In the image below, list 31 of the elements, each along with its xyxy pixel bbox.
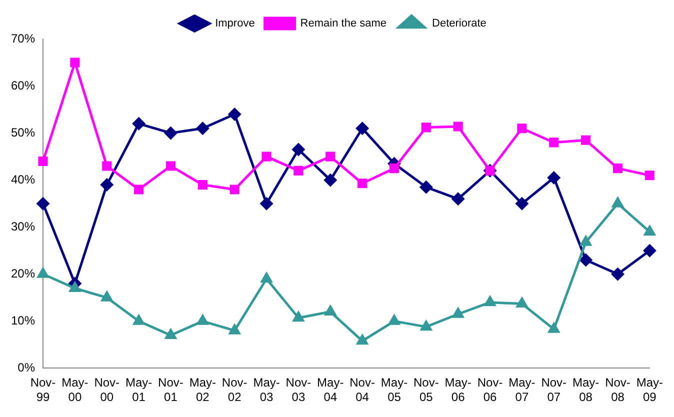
y-tick-label: 40% <box>10 172 36 186</box>
y-tick-label: 50% <box>10 125 36 140</box>
x-tick-label: May-04 <box>317 376 344 404</box>
y-tick-label: 20% <box>10 266 36 280</box>
y-tick-label: 0% <box>18 360 36 375</box>
x-tick-label: Nov-08 <box>605 376 630 404</box>
x-tick-label: Nov-05 <box>413 376 439 404</box>
x-tick-label: May-06 <box>444 376 472 404</box>
legend-label: Remain the same <box>300 18 387 30</box>
x-tick-label: Nov-00 <box>94 376 120 404</box>
x-tick-label: Nov-06 <box>477 376 503 404</box>
y-tick-label: 10% <box>10 313 36 328</box>
x-tick-label: May-05 <box>380 376 408 404</box>
x-tick-label: Nov-07 <box>541 376 567 404</box>
x-tick-label: Nov-03 <box>286 376 312 404</box>
legend-label: Deteriorate <box>432 18 486 30</box>
x-tick-label: May-00 <box>62 376 88 404</box>
x-tick-label: Nov-02 <box>222 376 248 404</box>
x-tick-label: Nov-99 <box>30 376 56 404</box>
x-tick-label: May-08 <box>572 376 600 404</box>
y-tick-label: 60% <box>10 78 36 92</box>
x-tick-label: Nov-04 <box>350 376 375 404</box>
x-tick-label: May-02 <box>189 376 216 404</box>
x-tick-label: May-03 <box>253 376 280 404</box>
x-tick-label: Nov-01 <box>158 376 184 404</box>
x-tick-label: May-01 <box>125 376 152 404</box>
x-tick-label: May-09 <box>636 376 664 404</box>
legend-label: Improve <box>215 18 255 30</box>
y-tick-label: 30% <box>10 219 36 234</box>
y-tick-label: 70% <box>10 31 36 46</box>
x-tick-label: May-07 <box>508 376 536 404</box>
